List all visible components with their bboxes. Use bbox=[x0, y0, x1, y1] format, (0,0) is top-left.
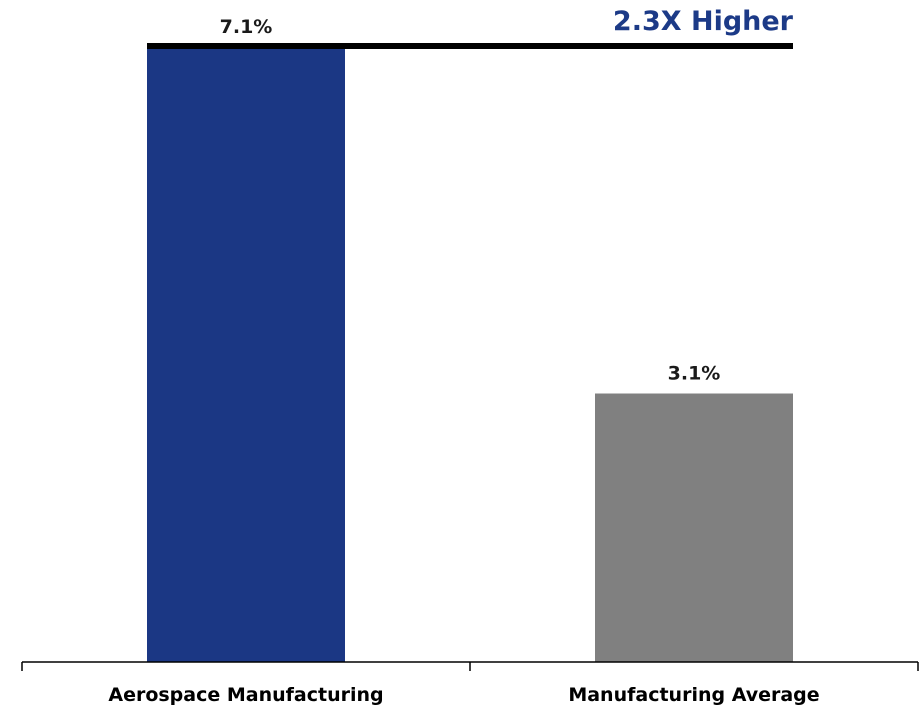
data-label-1: 7.1% bbox=[220, 16, 273, 38]
bar-2 bbox=[595, 393, 793, 662]
annotation-text: 2.3X Higher bbox=[613, 6, 794, 37]
category-label-1: Aerospace Manufacturing bbox=[108, 684, 383, 706]
data-label-2: 3.1% bbox=[668, 363, 721, 385]
bar-1 bbox=[147, 47, 345, 662]
category-label-2: Manufacturing Average bbox=[568, 684, 819, 706]
